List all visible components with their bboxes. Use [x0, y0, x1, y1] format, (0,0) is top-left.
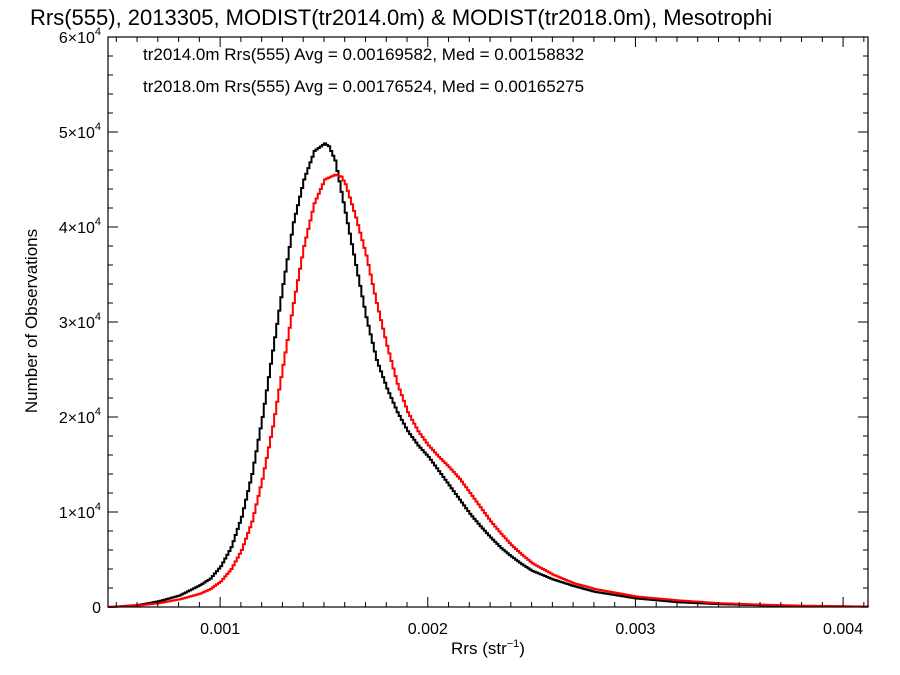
x-axis-label-sup: −1	[507, 638, 520, 650]
x-axis-label-close: )	[519, 639, 525, 658]
x-tick-label: 0.004	[823, 621, 863, 638]
y-tick-label: 5×104	[59, 121, 101, 142]
annotation-tr2014: tr2014.0m Rrs(555) Avg = 0.00169582, Med…	[143, 45, 584, 64]
x-axis-label: Rrs (str−1)	[451, 638, 525, 658]
y-axis-label: Number of Observations	[22, 229, 41, 413]
y-tick-label: 2×104	[59, 406, 101, 427]
x-axis-ticks: 0.001 0.002 0.003 0.004	[115, 37, 865, 638]
x-axis-label-main: Rrs (str	[451, 639, 507, 658]
y-tick-label: 1×104	[59, 501, 101, 522]
x-tick-label: 0.002	[408, 621, 448, 638]
y-tick-label: 0	[92, 600, 101, 617]
y-tick-label: 3×104	[59, 311, 101, 332]
y-tick-label: 6×104	[59, 26, 101, 47]
annotation-tr2018: tr2018.0m Rrs(555) Avg = 0.00176524, Med…	[143, 77, 584, 96]
x-tick-label: 0.001	[200, 621, 240, 638]
series-tr2018-line	[108, 173, 869, 608]
y-axis-ticks: 0 1×104 2×104 3×104 4×104 5×104 6×104	[59, 26, 868, 617]
y-tick-label: 4×104	[59, 216, 101, 237]
chart-title: Rrs(555), 2013305, MODIST(tr2014.0m) & M…	[30, 5, 772, 30]
x-tick-label: 0.003	[615, 621, 655, 638]
series-layer	[108, 142, 869, 608]
